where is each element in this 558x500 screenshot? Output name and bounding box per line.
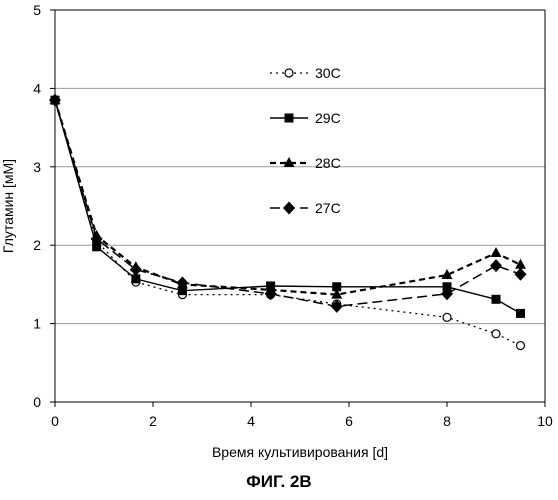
legend-marker-27C [283,202,295,215]
series-group [49,94,527,350]
y-tick-label: 2 [33,237,41,253]
y-tick-label: 5 [33,2,41,18]
legend-marker-30C [285,69,293,77]
x-tick-label: 0 [51,413,59,429]
legend-marker-29C [285,114,294,123]
series-30C [51,96,525,349]
y-tick-label: 1 [33,316,41,332]
x-tick-label: 4 [247,413,255,429]
data-point-27C [331,300,343,313]
legend-label-29C: 29C [315,110,341,126]
figure-caption: ФИГ. 2B [0,472,558,492]
legend-label-30C: 30C [315,65,341,81]
y-tick-label: 0 [33,394,41,410]
series-28C [50,94,527,298]
data-point-30C [443,313,451,321]
legend-entry-28C: 28C [270,155,341,171]
legend-label-27C: 27C [315,200,341,216]
y-axis-title: Глутамин [мМ] [0,159,16,253]
legend-entry-29C: 29C [270,110,341,126]
series-line-28C [55,100,521,294]
x-tick-label: 8 [443,413,451,429]
data-point-29C [492,295,501,304]
y-tick-label: 4 [33,80,41,96]
data-point-29C [516,309,525,318]
chart: 0 2 4 6 8 10 0 1 2 3 4 5 30C 29C 28C 27C Время культив… [0,0,558,470]
data-point-27C [130,263,142,276]
data-point-30C [517,342,525,350]
x-tick-label: 10 [537,413,553,429]
legend: 30C 29C 28C 27C [270,65,341,216]
x-axis-title: Время культивирования [d] [212,444,388,460]
data-point-30C [492,330,500,338]
gridlines [55,88,545,323]
data-point-28C [491,247,502,257]
legend-entry-30C: 30C [270,65,341,81]
data-point-27C [49,94,61,107]
data-point-27C [490,259,502,272]
axes: 0 2 4 6 8 10 0 1 2 3 4 5 [33,2,553,429]
series-line-30C [55,100,521,345]
y-tick-label: 3 [33,159,41,175]
legend-label-28C: 28C [315,155,341,171]
legend-entry-27C: 27C [270,200,341,216]
x-tick-label: 2 [149,413,157,429]
x-tick-label: 6 [345,413,353,429]
plot-frame [55,10,545,402]
data-point-27C [515,268,527,281]
